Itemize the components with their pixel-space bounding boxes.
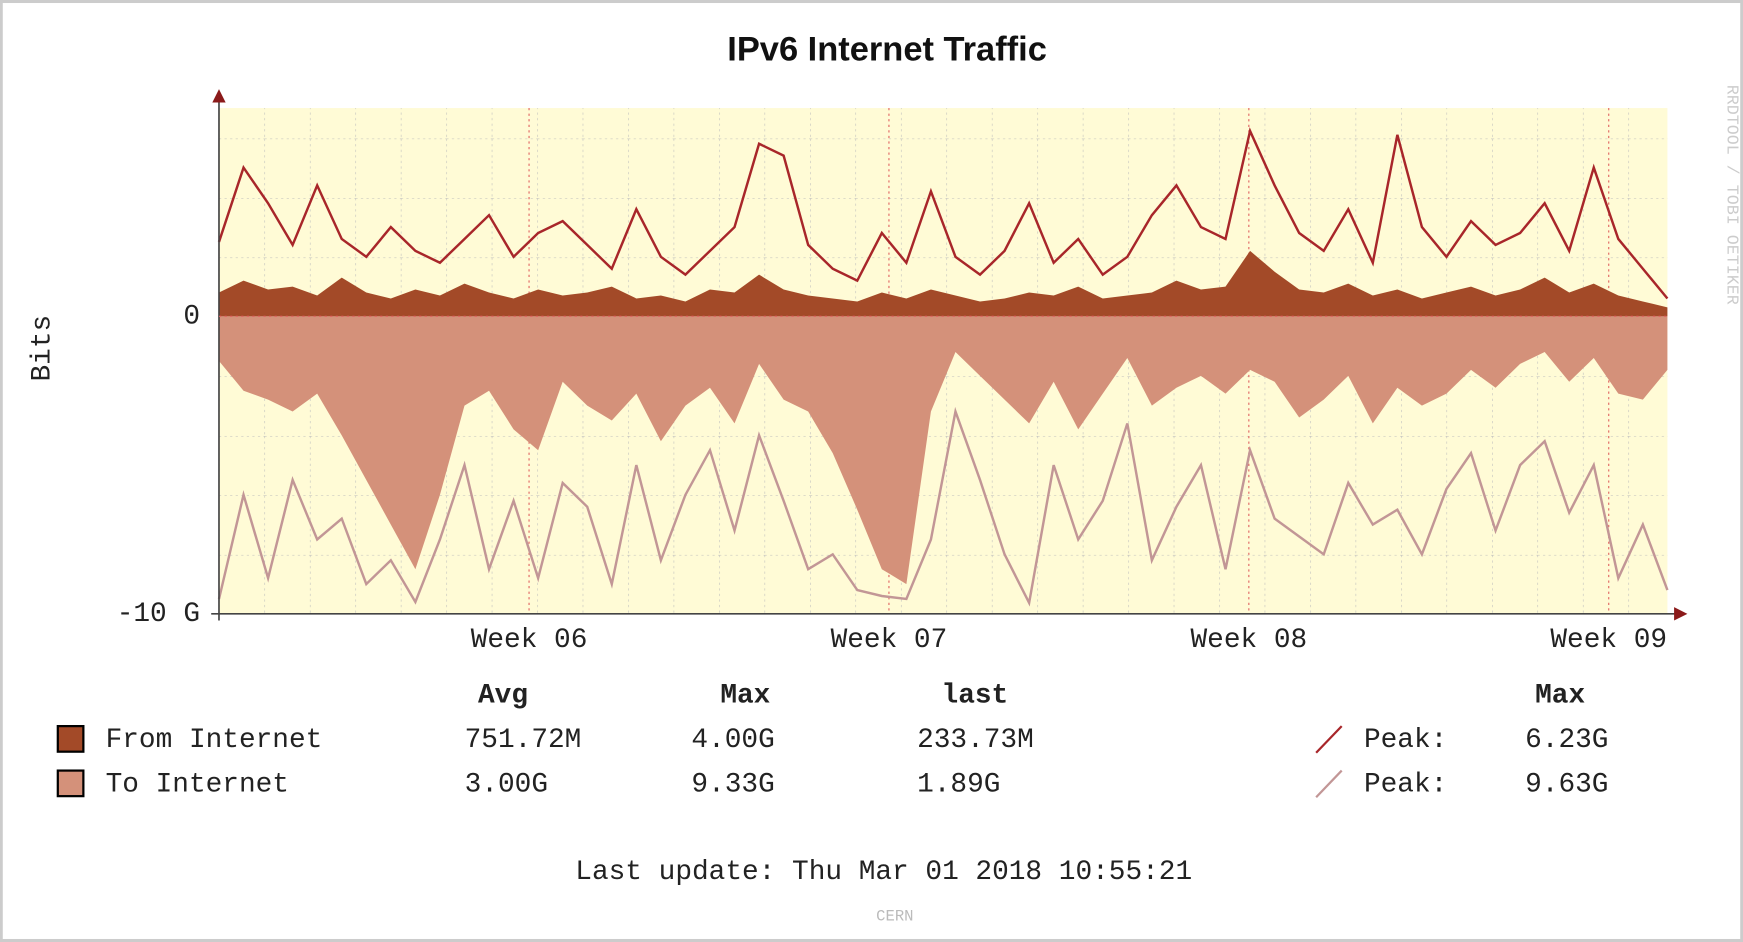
legend-stat: 233.73M: [917, 725, 1034, 756]
legend-line-icon: [1315, 725, 1343, 754]
x-tick-label: Week 09: [1550, 625, 1667, 656]
legend-label: To Internet: [106, 769, 289, 800]
area: [218, 316, 1668, 585]
legend-stat: 6.23G: [1525, 725, 1608, 756]
legend-line-icon: [1315, 769, 1343, 799]
legend-stat: 9.33G: [691, 769, 774, 800]
watermark: RRDTOOL / TOBI OETIKER: [1721, 85, 1740, 305]
legend-header: Avg: [478, 680, 528, 711]
legend-label: Peak:: [1364, 725, 1447, 756]
y-axis-arrow: [212, 89, 226, 103]
legend-header: Max: [1535, 680, 1585, 711]
legend-swatch: [56, 725, 85, 753]
legend-stat: 751.72M: [465, 725, 582, 756]
legend-stat: 4.00G: [691, 725, 774, 756]
peak-line: [217, 127, 1669, 300]
x-tick-label: Week 08: [1190, 625, 1307, 656]
legend-label: Peak:: [1364, 769, 1447, 800]
credit: CERN: [876, 907, 913, 925]
legend-stat: 3.00G: [465, 769, 548, 800]
area: [218, 250, 1668, 317]
legend-swatch: [56, 769, 85, 798]
legend-stat: 1.89G: [917, 769, 1000, 800]
legend-stat: 9.63G: [1525, 769, 1608, 800]
y-tick-label: -10 G: [117, 599, 200, 630]
y-axis-label: Bits: [28, 315, 59, 382]
peak-line: [217, 406, 1669, 607]
legend-header: last: [942, 680, 1009, 711]
chart-title: IPv6 Internet Traffic: [727, 30, 1047, 68]
x-tick-label: Week 07: [831, 625, 948, 656]
y-tick-label: 0: [183, 302, 200, 333]
x-tick-label: Week 06: [471, 625, 588, 656]
footer: Last update: Thu Mar 01 2018 10:55:21: [575, 857, 1192, 888]
legend-label: From Internet: [106, 725, 323, 756]
legend-header: Max: [720, 680, 770, 711]
x-axis-arrow: [1674, 607, 1688, 621]
